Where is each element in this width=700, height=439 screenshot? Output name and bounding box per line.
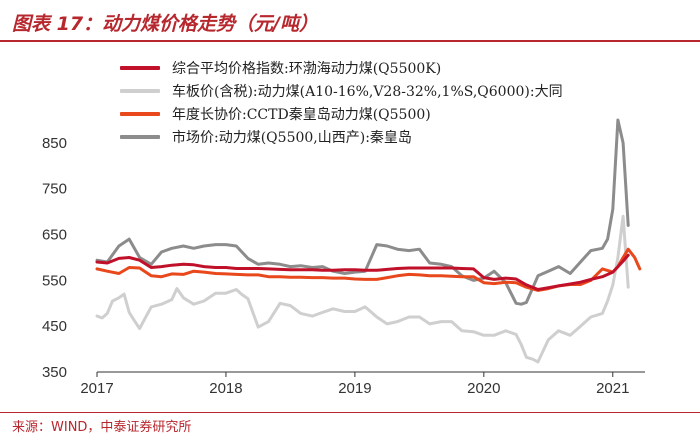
legend-label: 车板价(含税):动力煤(A10-16%,V28-32%,1%S,Q6000):大…	[172, 83, 563, 100]
x-tick-label: 2020	[467, 380, 500, 397]
legend-swatch	[120, 134, 160, 139]
y-tick-label: 750	[42, 181, 67, 198]
series-line-qinhuangdao-market-price	[95, 118, 630, 306]
x-tick-label: 2018	[209, 380, 242, 397]
legend-swatch	[120, 111, 160, 116]
y-tick-label: 350	[42, 364, 67, 381]
y-tick-label: 850	[42, 135, 67, 152]
x-tick-label: 2019	[338, 380, 371, 397]
x-tick-label: 2017	[80, 380, 113, 397]
source-divider	[0, 412, 700, 413]
legend-label: 综合平均价格指数:环渤海动力煤(Q5500K)	[172, 60, 442, 77]
title-divider	[0, 40, 700, 42]
legend-item: 年度长协价:CCTD秦皇岛动力煤(Q5500)	[120, 102, 563, 125]
chart-legend: 综合平均价格指数:环渤海动力煤(Q5500K) 车板价(含税):动力煤(A10-1…	[120, 56, 563, 148]
y-tick-label: 650	[42, 227, 67, 244]
legend-label: 年度长协价:CCTD秦皇岛动力煤(Q5500)	[172, 106, 431, 123]
legend-item: 市场价:动力煤(Q5500,山西产):秦皇岛	[120, 125, 563, 148]
legend-label: 市场价:动力煤(Q5500,山西产):秦皇岛	[172, 129, 412, 146]
chart-axes: 350 450 550 650 750 850 2017 2018 2019 2020 2021	[42, 135, 645, 397]
source-note: 来源：WIND，中泰证券研究所	[12, 420, 192, 435]
y-tick-label: 550	[42, 272, 67, 289]
legend-swatch	[120, 88, 160, 93]
legend-swatch	[120, 65, 160, 70]
line-chart: 350 450 550 650 750 850 2017 2018 2019 2020 2021	[42, 118, 645, 397]
legend-item: 综合平均价格指数:环渤海动力煤(Q5500K)	[120, 56, 563, 79]
chart-title: 图表 17：动力煤价格走势（元/吨）	[12, 13, 318, 35]
series-line-composite-index	[95, 253, 630, 291]
y-tick-label: 450	[42, 318, 67, 335]
x-tick-label: 2021	[596, 380, 629, 397]
series-layer	[95, 118, 642, 364]
series-line-datong-rail-price	[95, 214, 630, 364]
legend-item: 车板价(含税):动力煤(A10-16%,V28-32%,1%S,Q6000):大…	[120, 79, 563, 102]
